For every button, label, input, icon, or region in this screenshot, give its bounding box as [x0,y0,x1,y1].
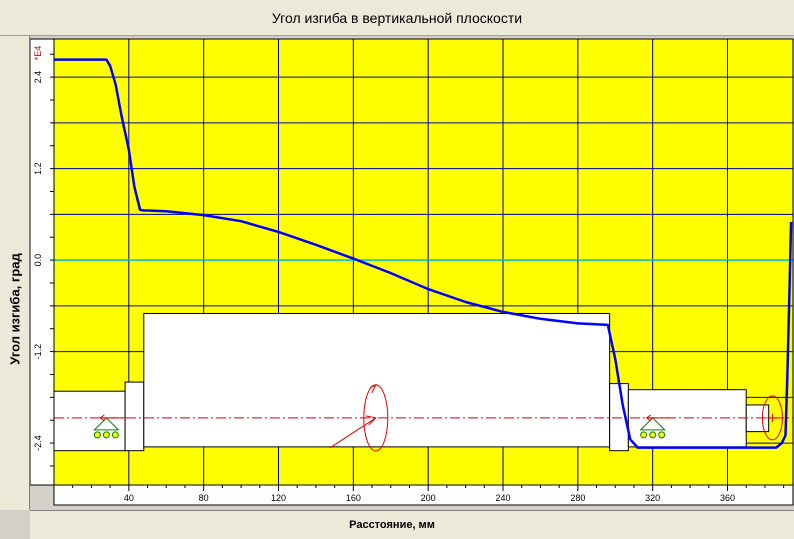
y-multiplier-label: *E4 [33,46,43,61]
shaft-section-0 [53,390,126,452]
window-title: Угол изгиба в вертикальной плоскости [0,0,794,36]
axes-group: 40 80 120 160 200 240 280 320 360 2.4 1.2 0.0 -1.2 -2… [30,38,794,506]
x-axis-label-area: Расстояние, мм [30,510,794,539]
x-tick-label-120: 120 [271,493,286,503]
force-arrow-left [329,417,377,449]
series-line-group [54,58,793,449]
torque-icon-left [329,383,389,452]
shaft-section-2 [143,312,611,448]
support-triangle-1 [639,417,666,431]
x-tick-label-40: 40 [124,493,134,503]
chart-title: Угол изгиба в вертикальной плоскости [271,9,523,26]
y-tick-label-2: 0.0 [33,254,43,267]
x-tick-label-80: 80 [199,493,209,503]
y-axis-label: Угол изгиба, град [7,253,23,365]
force-arrowhead-left [365,415,377,426]
support-roller-0-1 [102,431,110,439]
y-axis-ruler [30,38,55,486]
x-axis-ruler [53,484,794,506]
x-tick-label-320: 320 [645,493,660,503]
x-tick-label-240: 240 [495,493,510,503]
support-roller-0-0 [93,431,101,439]
shaft-section-1 [124,381,145,452]
torque-icon-right [761,395,783,441]
support-roller-1-0 [640,431,648,439]
y-tick-label-4: -2.4 [33,435,43,451]
support-roller-1-1 [649,431,657,439]
shaft-drawing [53,312,793,452]
x-tick-label-160: 160 [346,493,361,503]
support-triangle-0 [93,417,120,431]
x-axis-label: Расстояние, мм [349,519,435,531]
y-tick-label-1: 1.2 [33,162,43,175]
support-roller-1-2 [658,431,666,439]
support-arrowhead-0 [99,414,105,422]
x-tick-label-360: 360 [720,493,735,503]
support-icon-0 [93,414,125,439]
y-axis-label-area: Угол изгиба, град [0,36,30,510]
support-icon-1 [639,414,671,439]
x-tick-label-280: 280 [570,493,585,503]
torque-ellipse-right [761,395,783,441]
y-tick-label-0: 2.4 [33,71,43,84]
y-tick-label-3: -1.2 [33,344,43,360]
torque-arrowhead-left [369,383,377,394]
plot-area[interactable]: 40 80 120 160 200 240 280 320 360 2.4 1.2 0.0 -1.2 -2… [30,36,794,510]
support-roller-0-2 [111,431,119,439]
x-tick-label-200: 200 [421,493,436,503]
support-arrowhead-1 [645,414,651,422]
series-line-0 [54,58,793,449]
